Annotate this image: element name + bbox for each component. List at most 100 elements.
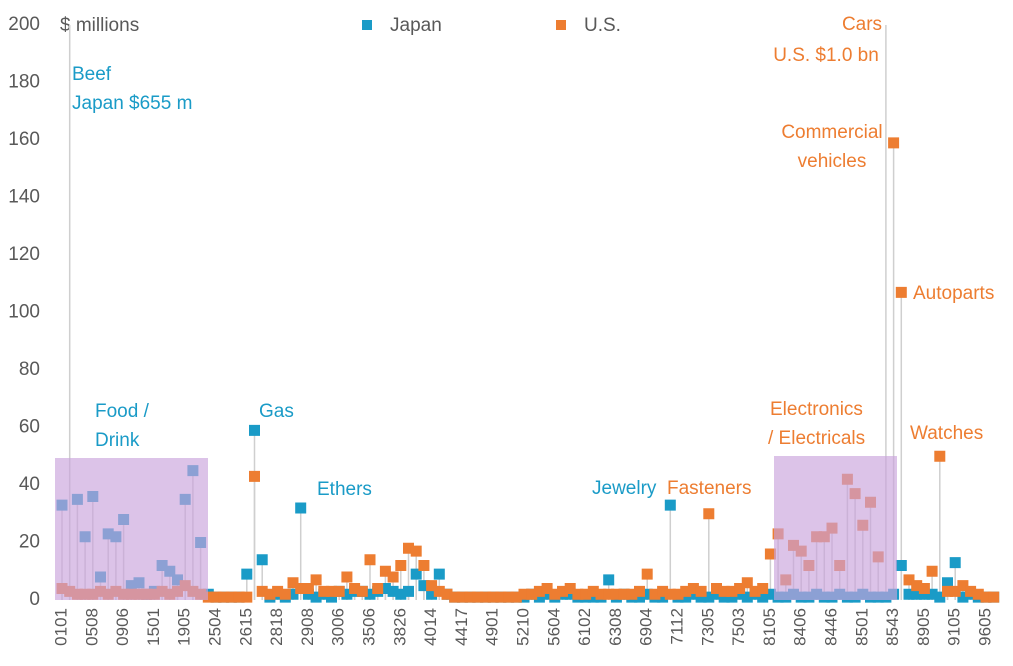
marker	[326, 585, 337, 597]
marker	[510, 591, 522, 603]
marker	[618, 588, 630, 600]
annotation: Beef	[72, 64, 112, 85]
marker	[464, 591, 476, 603]
marker	[687, 588, 699, 600]
annotation: Cars	[842, 14, 882, 35]
marker	[233, 591, 245, 603]
marker	[657, 591, 669, 603]
marker	[741, 577, 753, 589]
marker	[264, 588, 276, 600]
marker	[895, 560, 907, 571]
marker	[533, 591, 545, 603]
marker	[972, 588, 984, 600]
x-tick-label: 9105	[945, 608, 964, 646]
marker	[310, 574, 322, 586]
marker	[749, 585, 761, 597]
food-region	[55, 458, 208, 600]
marker	[942, 577, 953, 589]
annotation: Gas	[259, 401, 294, 422]
marker	[210, 591, 222, 603]
marker	[595, 588, 607, 600]
marker	[302, 583, 314, 594]
marker	[934, 591, 946, 603]
y-tick-label: 200	[8, 14, 40, 35]
marker	[356, 585, 368, 597]
x-tick-label: 3826	[390, 608, 409, 646]
marker	[433, 585, 445, 597]
x-tick-label: 8501	[852, 608, 871, 646]
marker	[957, 580, 969, 592]
marker	[657, 585, 669, 597]
x-tick-label: 7112	[667, 608, 686, 645]
x-tick-label: 3506	[359, 608, 378, 646]
marker	[695, 591, 707, 603]
marker	[256, 554, 268, 566]
marker	[549, 588, 561, 600]
marker	[218, 591, 230, 603]
marker	[734, 583, 746, 594]
marker	[726, 591, 738, 603]
marker	[957, 591, 969, 603]
marker	[641, 588, 653, 600]
y-tick-label: 120	[8, 244, 40, 265]
marker	[626, 588, 638, 600]
marker	[249, 424, 260, 436]
marker	[711, 583, 722, 594]
marker	[949, 557, 961, 569]
marker	[349, 583, 361, 594]
marker	[734, 588, 746, 600]
marker	[287, 588, 299, 600]
marker	[926, 565, 938, 577]
marker	[318, 585, 330, 597]
x-tick-label: 2615	[236, 608, 255, 646]
y-tick-label: 180	[8, 72, 40, 93]
marker	[302, 588, 314, 600]
marker	[757, 591, 769, 603]
marker	[903, 574, 915, 586]
x-tick-label: 0508	[82, 608, 101, 646]
marker	[603, 574, 615, 586]
marker	[934, 450, 946, 462]
annotation: vehicles	[798, 151, 867, 172]
marker	[256, 585, 268, 597]
marker	[487, 591, 499, 603]
marker	[580, 588, 592, 600]
x-tick-label: 4417	[452, 608, 471, 646]
marker	[634, 585, 645, 597]
annotation: Jewelry	[592, 478, 657, 499]
annotation: Watches	[910, 423, 983, 444]
y-tick-label: 0	[29, 589, 40, 610]
marker	[341, 588, 353, 600]
marker	[718, 585, 730, 597]
x-tick-label: 1501	[144, 608, 163, 646]
annotation: Japan $655 m	[72, 93, 192, 114]
x-tick-label: 3006	[329, 608, 348, 646]
x-tick-label: 1905	[175, 608, 194, 646]
marker	[279, 588, 291, 600]
marker	[664, 588, 676, 600]
marker	[456, 591, 468, 603]
marker	[518, 588, 530, 600]
legend-swatch	[556, 20, 566, 30]
marker	[441, 588, 453, 600]
marker	[472, 591, 484, 603]
marker	[503, 591, 515, 603]
marker	[526, 588, 538, 600]
marker	[426, 580, 438, 592]
marker	[272, 585, 284, 597]
y-tick-label: 100	[8, 302, 40, 323]
marker	[918, 588, 930, 600]
legend-label: U.S.	[584, 15, 621, 36]
marker	[372, 583, 384, 594]
marker	[564, 588, 576, 600]
legend-label: Japan	[390, 15, 442, 36]
marker	[680, 585, 692, 597]
marker	[241, 591, 253, 603]
marker	[911, 580, 923, 592]
marker	[410, 568, 422, 580]
marker	[664, 499, 676, 511]
marker	[395, 588, 407, 600]
marker	[541, 588, 553, 600]
x-tick-label: 8446	[821, 608, 840, 646]
marker	[895, 286, 907, 298]
